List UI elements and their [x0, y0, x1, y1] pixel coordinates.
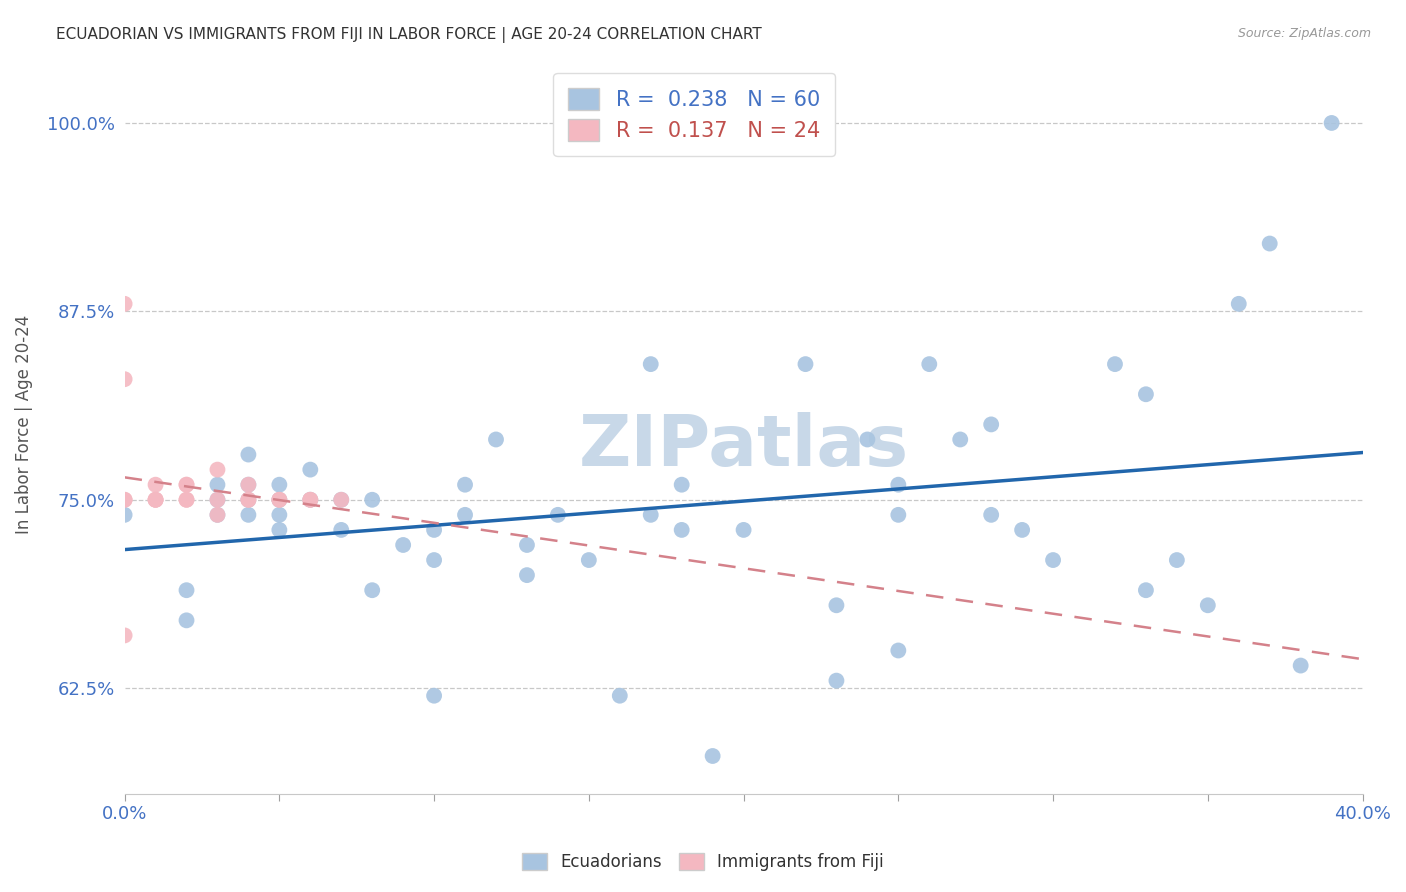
Point: [176, 583, 198, 598]
Point: [1258, 236, 1281, 251]
Point: [176, 613, 198, 627]
Point: [918, 357, 941, 371]
Point: [145, 492, 167, 507]
Point: [1197, 599, 1219, 613]
Point: [454, 477, 477, 491]
Point: [114, 492, 136, 507]
Point: [423, 689, 446, 703]
Point: [640, 508, 662, 522]
Point: [578, 553, 600, 567]
Point: [207, 492, 229, 507]
Point: [207, 462, 229, 476]
Point: [269, 492, 291, 507]
Point: [794, 357, 817, 371]
Point: [423, 523, 446, 537]
Y-axis label: In Labor Force | Age 20-24: In Labor Force | Age 20-24: [15, 315, 32, 534]
Point: [176, 492, 198, 507]
Point: [825, 673, 848, 688]
Point: [454, 508, 477, 522]
Point: [485, 433, 508, 447]
Point: [1011, 523, 1033, 537]
Point: [238, 477, 260, 491]
Point: [238, 477, 260, 491]
Point: [145, 492, 167, 507]
Text: Source: ZipAtlas.com: Source: ZipAtlas.com: [1237, 27, 1371, 40]
Point: [207, 492, 229, 507]
Point: [1227, 297, 1250, 311]
Point: [516, 568, 538, 582]
Point: [145, 477, 167, 491]
Point: [114, 628, 136, 642]
Point: [1135, 583, 1157, 598]
Point: [516, 538, 538, 552]
Point: [980, 508, 1002, 522]
Point: [1104, 357, 1126, 371]
Point: [330, 492, 353, 507]
Point: [1289, 658, 1312, 673]
Point: [299, 492, 322, 507]
Point: [980, 417, 1002, 432]
Point: [423, 553, 446, 567]
Point: [176, 477, 198, 491]
Point: [330, 523, 353, 537]
Point: [1135, 387, 1157, 401]
Point: [609, 689, 631, 703]
Point: [207, 508, 229, 522]
Point: [238, 492, 260, 507]
Point: [1166, 553, 1188, 567]
Point: [671, 477, 693, 491]
Point: [887, 508, 910, 522]
Point: [640, 357, 662, 371]
Point: [361, 583, 384, 598]
Point: [114, 372, 136, 386]
Point: [238, 492, 260, 507]
Legend: R =  0.238   N = 60, R =  0.137   N = 24: R = 0.238 N = 60, R = 0.137 N = 24: [554, 73, 835, 156]
Point: [114, 297, 136, 311]
Legend: Ecuadorians, Immigrants from Fiji: Ecuadorians, Immigrants from Fiji: [513, 845, 893, 880]
Point: [299, 492, 322, 507]
Point: [269, 508, 291, 522]
Point: [176, 477, 198, 491]
Point: [238, 508, 260, 522]
Point: [238, 448, 260, 462]
Point: [269, 492, 291, 507]
Point: [176, 492, 198, 507]
Point: [1042, 553, 1064, 567]
Point: [114, 508, 136, 522]
Point: [547, 508, 569, 522]
Point: [145, 492, 167, 507]
Text: ECUADORIAN VS IMMIGRANTS FROM FIJI IN LABOR FORCE | AGE 20-24 CORRELATION CHART: ECUADORIAN VS IMMIGRANTS FROM FIJI IN LA…: [56, 27, 762, 43]
Point: [1320, 116, 1343, 130]
Text: ZIPatlas: ZIPatlas: [578, 412, 908, 481]
Point: [299, 462, 322, 476]
Point: [887, 643, 910, 657]
Point: [269, 523, 291, 537]
Point: [299, 492, 322, 507]
Point: [702, 749, 724, 764]
Point: [671, 523, 693, 537]
Point: [825, 599, 848, 613]
Point: [238, 492, 260, 507]
Point: [733, 523, 755, 537]
Point: [361, 492, 384, 507]
Point: [330, 492, 353, 507]
Point: [114, 492, 136, 507]
Point: [269, 477, 291, 491]
Point: [856, 433, 879, 447]
Point: [207, 508, 229, 522]
Point: [392, 538, 415, 552]
Point: [269, 492, 291, 507]
Point: [887, 477, 910, 491]
Point: [207, 477, 229, 491]
Point: [949, 433, 972, 447]
